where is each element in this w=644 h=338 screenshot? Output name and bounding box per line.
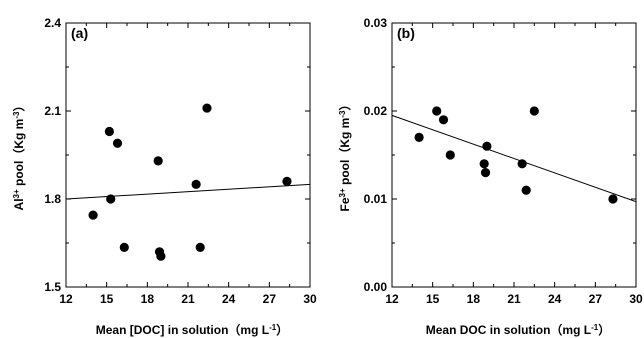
data-point	[156, 251, 166, 261]
x-tick-label: 27	[589, 292, 603, 306]
y-tick-label: 1.8	[44, 192, 61, 206]
data-point	[106, 194, 116, 204]
data-point	[191, 179, 201, 189]
data-point	[119, 242, 129, 252]
data-point	[432, 106, 442, 116]
x-tick-label: 21	[181, 292, 195, 306]
data-point	[88, 210, 98, 220]
data-point	[195, 242, 205, 252]
data-point	[438, 115, 449, 125]
x-tick-label: 30	[629, 292, 643, 306]
data-point	[112, 138, 123, 148]
data-point	[104, 126, 114, 137]
x-axis-label: Mean [DOC] in solution（mg L-1）	[96, 322, 288, 337]
x-tick-label: 24	[222, 292, 236, 306]
data-point	[153, 156, 163, 166]
x-axis-label: Mean DOC in solution（mg L-1）	[426, 322, 610, 337]
y-axis-label: Al3+ pool（Kg m-3）	[11, 100, 26, 211]
x-tick-label: 12	[59, 292, 73, 306]
chart-panel-a: 12 15 18 21 24 27 30 1.5 1.8 2.1 2.4 (a) Mean [DOC] …	[11, 16, 317, 337]
y-tick-label: 0.02	[364, 104, 388, 118]
y-axis-label: Fe3+ pool（Kg m-3）	[337, 99, 352, 212]
x-tick-label: 24	[548, 292, 562, 306]
x-tick-label: 12	[385, 292, 399, 306]
x-tick-label: 21	[507, 292, 521, 306]
data-point	[479, 159, 489, 169]
data-point	[414, 132, 424, 142]
panel-label: (b)	[397, 25, 415, 41]
y-tick-label: 2.4	[44, 16, 61, 30]
y-tick-label: 1.5	[44, 280, 61, 294]
x-tick-label: 15	[426, 292, 440, 306]
x-tick-label: 18	[141, 292, 155, 306]
data-point	[521, 185, 531, 195]
data-point	[482, 141, 492, 151]
plot-frame	[391, 22, 637, 288]
panel-label: (a)	[71, 25, 88, 41]
trend-line	[391, 114, 637, 203]
data-point	[517, 159, 527, 169]
y-tick-label: 0.00	[364, 280, 388, 294]
trend-line	[65, 183, 311, 200]
data-point	[480, 168, 491, 178]
data-point	[445, 150, 455, 160]
y-tick-label: 0.03	[364, 16, 388, 30]
x-tick-label: 30	[303, 292, 317, 306]
data-point	[282, 176, 292, 186]
y-tick-label: 2.1	[44, 104, 61, 118]
data-point	[608, 194, 618, 204]
data-point	[529, 106, 539, 116]
x-tick-label: 18	[467, 292, 481, 306]
chart-panel-b: 12 15 18 21 24 27 30 0.00 0.01 0.02 0.03 (b) Mean DO…	[337, 16, 643, 337]
data-point	[202, 103, 212, 113]
plot-frame	[65, 22, 311, 288]
x-tick-label: 27	[263, 292, 277, 306]
x-tick-label: 15	[100, 292, 114, 306]
y-tick-label: 0.01	[364, 192, 388, 206]
